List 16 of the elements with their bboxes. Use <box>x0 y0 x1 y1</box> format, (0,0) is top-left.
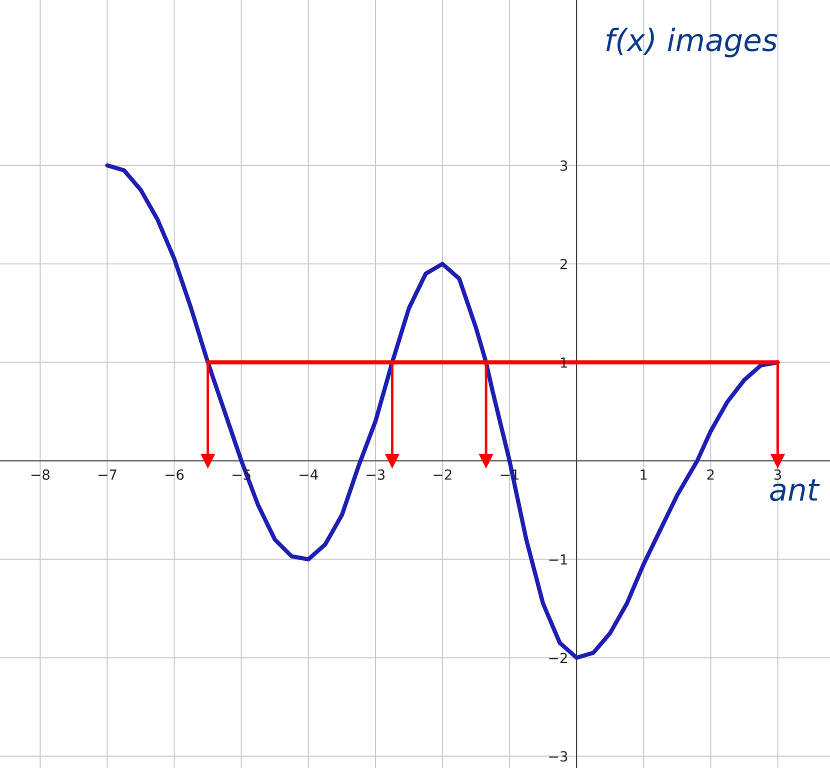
x-axis-title: ant <box>770 479 820 502</box>
x-tick-label: −8 <box>31 469 50 480</box>
y-tick-label: −2 <box>549 652 567 663</box>
x-tick-label: −6 <box>166 469 184 480</box>
x-tick-label: −3 <box>366 469 385 480</box>
x-tick-label: −7 <box>98 470 116 480</box>
y-tick-label: −1 <box>549 554 567 565</box>
x-tick-label: −4 <box>300 470 318 480</box>
y-tick-label: −3 <box>549 751 568 762</box>
y-tick-label: 2 <box>560 258 567 270</box>
x-tick-label: 2 <box>707 469 714 480</box>
y-axis-title: f(x) images <box>606 28 778 58</box>
x-tick-label: −2 <box>434 469 452 480</box>
y-tick-label: 3 <box>560 160 568 171</box>
x-tick-label: 1 <box>640 470 647 480</box>
x-tick-label: 3 <box>774 469 782 480</box>
